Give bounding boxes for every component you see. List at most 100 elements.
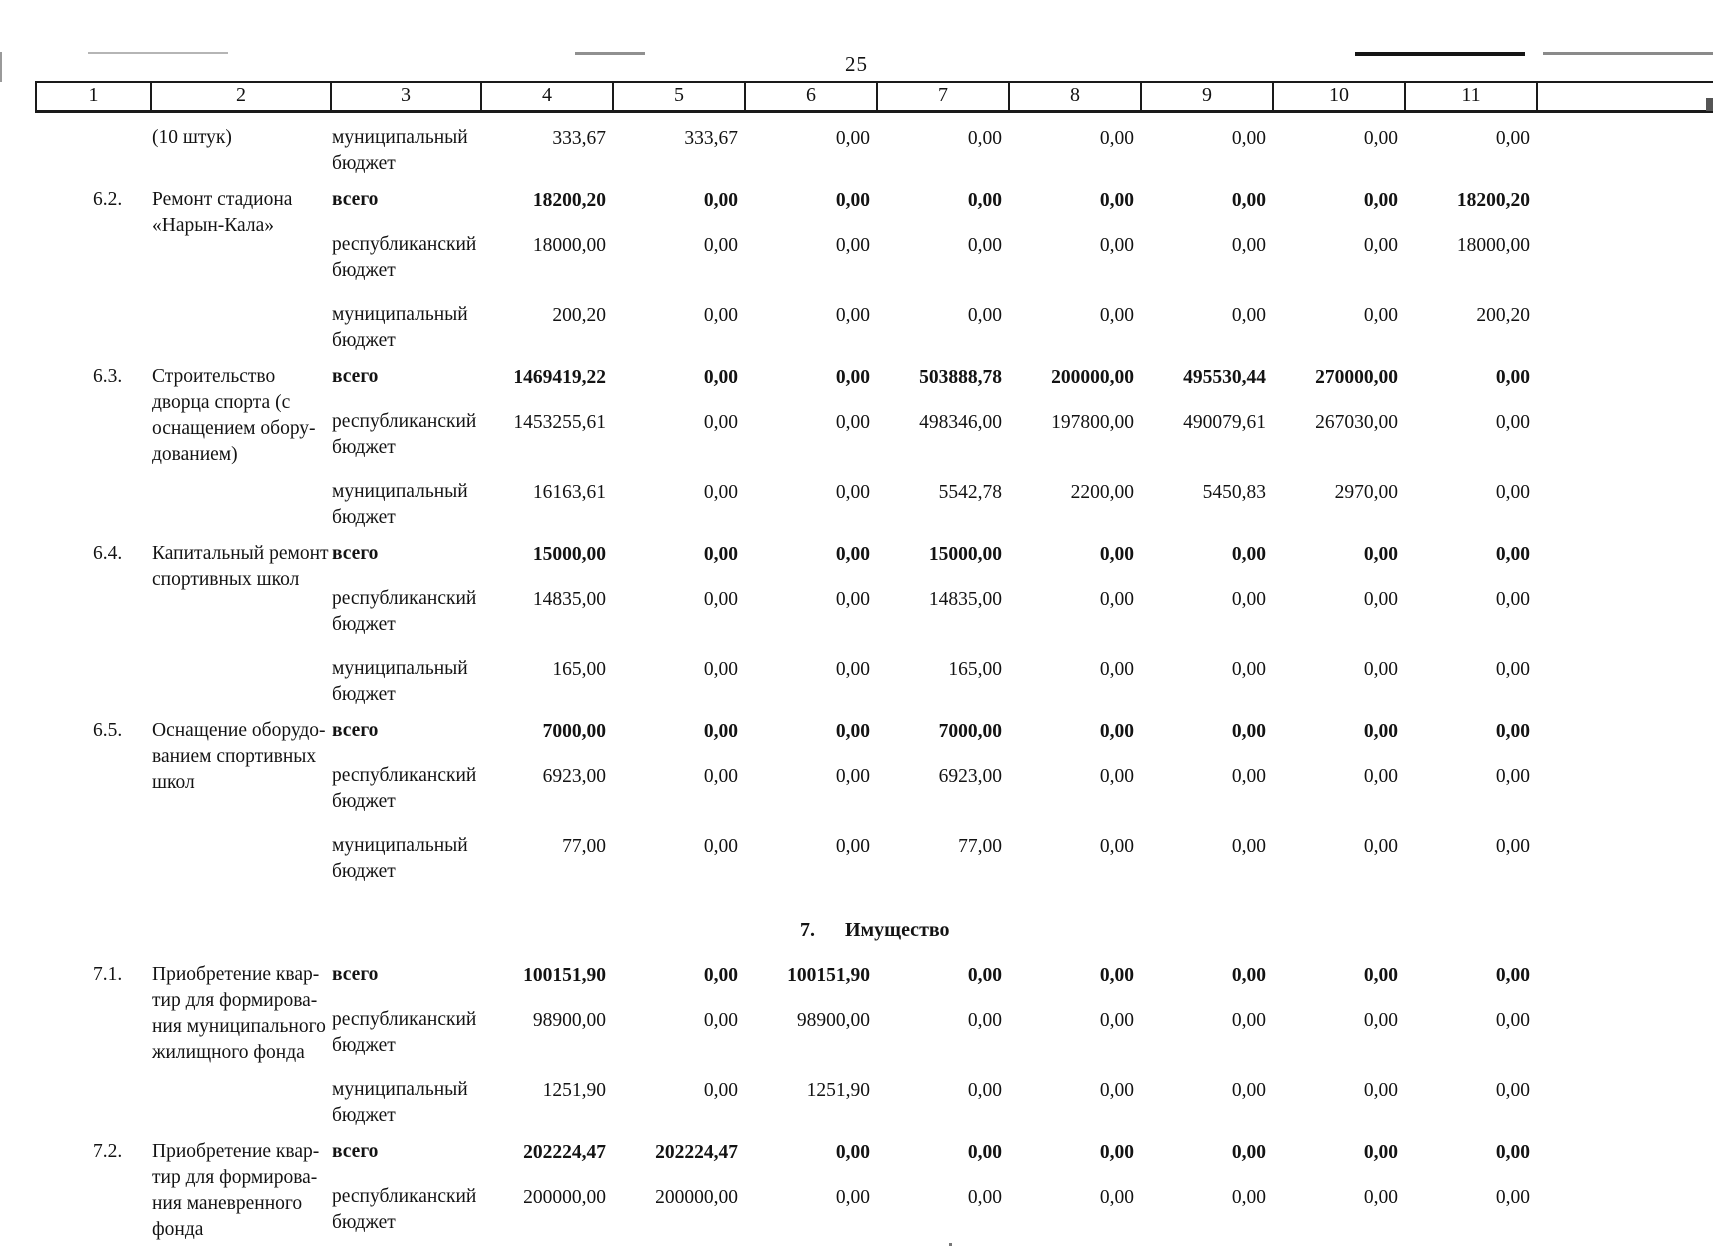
amount-cell: 0,00	[835, 482, 870, 503]
amount-cell: 197800,00	[1051, 412, 1134, 433]
amount-cell: 200,20	[1476, 305, 1530, 326]
amount-cell: 0,00	[1363, 766, 1398, 787]
budget-row: муниципальный бюджет 16163,61 0,00 0,00 5542…	[330, 479, 1536, 531]
amount-cell: 0,00	[703, 589, 738, 610]
amount-cell: 77,00	[958, 836, 1002, 857]
budget-type-label: республиканский бюджет	[332, 411, 477, 458]
amount-cell: 7000,00	[938, 721, 1002, 742]
amount-cell: 0,00	[1231, 1010, 1266, 1031]
amount-cell: 0,00	[1231, 836, 1266, 857]
budget-rows: муниципальный бюджет 333,67 333,67 0,00 0,00…	[330, 125, 1536, 177]
amount-cell: 0,00	[1363, 1010, 1398, 1031]
amount-cell: 98900,00	[532, 1010, 606, 1031]
amount-cell: 200,20	[552, 305, 606, 326]
amount-cell: 0,00	[835, 766, 870, 787]
item-name-line: дованием)	[152, 444, 238, 465]
item-number	[35, 125, 150, 177]
budget-row: всего 1469419,22 0,00 0,00 503888,78 200000,0…	[330, 364, 1536, 391]
item-name: Оснащение оборудо-ванием спортивных школ	[150, 718, 330, 885]
amount-cell: 0,00	[1231, 965, 1266, 986]
scan-artifact-top-left	[88, 52, 228, 54]
amount-cell: 1251,90	[806, 1080, 870, 1101]
budget-type-label: республиканский бюджет	[332, 1009, 477, 1056]
amount-cell: 0,00	[1099, 128, 1134, 149]
column-header-cell: 1	[37, 83, 152, 110]
item-number: 6.4.	[93, 543, 123, 564]
amount-cell: 200000,00	[523, 1187, 606, 1208]
item-name-line: фонда	[152, 1219, 204, 1240]
row-group: (10 штук) муниципальный бюджет 333,67 333,6…	[35, 125, 1713, 177]
budget-row: республиканский бюджет 98900,00 0,00 98900,…	[330, 1007, 1536, 1059]
budget-type-label: муниципальный бюджет	[332, 658, 468, 705]
budget-type-label: республиканский бюджет	[332, 1186, 477, 1233]
row-group: 6.2. Ремонт стадиона «Нарын-Кала» всего 1820…	[35, 187, 1713, 354]
amount-cell: 5450,83	[1202, 482, 1266, 503]
amount-cell: 0,00	[1363, 659, 1398, 680]
section-title: Имущество	[845, 919, 950, 941]
amount-cell: 0,00	[835, 190, 870, 211]
amount-cell: 0,00	[967, 235, 1002, 256]
amount-cell: 165,00	[552, 659, 606, 680]
amount-cell: 0,00	[835, 544, 870, 565]
item-name-line: Приобретение квар-	[152, 964, 320, 985]
table-body: (10 штук) муниципальный бюджет 333,67 333,6…	[35, 113, 1713, 1243]
column-header-cell: 10	[1274, 83, 1406, 110]
item-name-line: ванием спортивных	[152, 746, 317, 767]
budget-row: муниципальный бюджет 200,20 0,00 0,00 0,00 0,…	[330, 302, 1536, 354]
item-name-line: Приобретение квар-	[152, 1141, 320, 1162]
amount-cell: 0,00	[1495, 1142, 1530, 1163]
item-name-line: дворца спорта (с	[152, 392, 291, 413]
amount-cell: 0,00	[835, 721, 870, 742]
budget-row: всего 100151,90 0,00 100151,90 0,00 0,00 0,00 0…	[330, 962, 1536, 989]
budget-type-label: республиканский бюджет	[332, 234, 477, 281]
amount-cell: 202224,47	[523, 1142, 606, 1163]
amount-cell: 1453255,61	[513, 412, 606, 433]
amount-cell: 0,00	[835, 128, 870, 149]
budget-type-label: муниципальный бюджет	[332, 835, 468, 882]
amount-cell: 0,00	[835, 659, 870, 680]
amount-cell: 0,00	[1231, 1080, 1266, 1101]
scan-artifact-right-edge-tick	[1706, 98, 1713, 111]
row-group: 6.4. Капитальный ремонт спортивных школ все…	[35, 541, 1713, 708]
amount-cell: 0,00	[967, 1010, 1002, 1031]
item-name-line: Строительство	[152, 366, 276, 387]
column-header-cell: 3	[332, 83, 482, 110]
amount-cell: 0,00	[703, 235, 738, 256]
amount-cell: 0,00	[1495, 965, 1530, 986]
budget-row: республиканский бюджет 6923,00 0,00 0,00 692…	[330, 763, 1536, 815]
amount-cell: 165,00	[948, 659, 1002, 680]
amount-cell: 0,00	[1231, 128, 1266, 149]
budget-type-label: муниципальный бюджет	[332, 481, 468, 528]
amount-cell: 0,00	[1231, 721, 1266, 742]
budget-row: всего 18200,20 0,00 0,00 0,00 0,00 0,00 0,00 182…	[330, 187, 1536, 214]
amount-cell: 0,00	[1231, 1142, 1266, 1163]
amount-cell: 0,00	[1099, 544, 1134, 565]
amount-cell: 0,00	[1099, 235, 1134, 256]
amount-cell: 267030,00	[1315, 412, 1398, 433]
budget-rows: всего 100151,90 0,00 100151,90 0,00 0,00 0,00 0…	[330, 962, 1536, 1129]
amount-cell: 0,00	[967, 1080, 1002, 1101]
item-name-line: ния муниципального	[152, 1016, 326, 1037]
amount-cell: 0,00	[1495, 836, 1530, 857]
amount-cell: 100151,90	[523, 965, 606, 986]
column-header-cell: 9	[1142, 83, 1274, 110]
amount-cell: 0,00	[1231, 544, 1266, 565]
column-header-cell: 6	[746, 83, 878, 110]
header-extension	[1538, 83, 1713, 110]
amount-cell: 0,00	[1495, 1080, 1530, 1101]
amount-cell: 503888,78	[919, 367, 1002, 388]
item-name-line: тир для формирова-	[152, 990, 318, 1011]
amount-cell: 0,00	[1495, 1010, 1530, 1031]
amount-cell: 0,00	[835, 412, 870, 433]
budget-row: муниципальный бюджет 333,67 333,67 0,00 0,00…	[330, 125, 1536, 177]
item-number: 7.1.	[93, 964, 123, 985]
amount-cell: 0,00	[967, 190, 1002, 211]
amount-cell: 0,00	[835, 836, 870, 857]
item-name: Капитальный ремонт спортивных школ	[150, 541, 330, 708]
amount-cell: 14835,00	[928, 589, 1002, 610]
amount-cell: 0,00	[703, 721, 738, 742]
row-group: 7.2. Приобретение квар-тир для формирова-…	[35, 1139, 1713, 1243]
item-name-line: оснащением обору-	[152, 418, 316, 439]
amount-cell: 0,00	[1363, 1080, 1398, 1101]
amount-cell: 16163,61	[532, 482, 606, 503]
